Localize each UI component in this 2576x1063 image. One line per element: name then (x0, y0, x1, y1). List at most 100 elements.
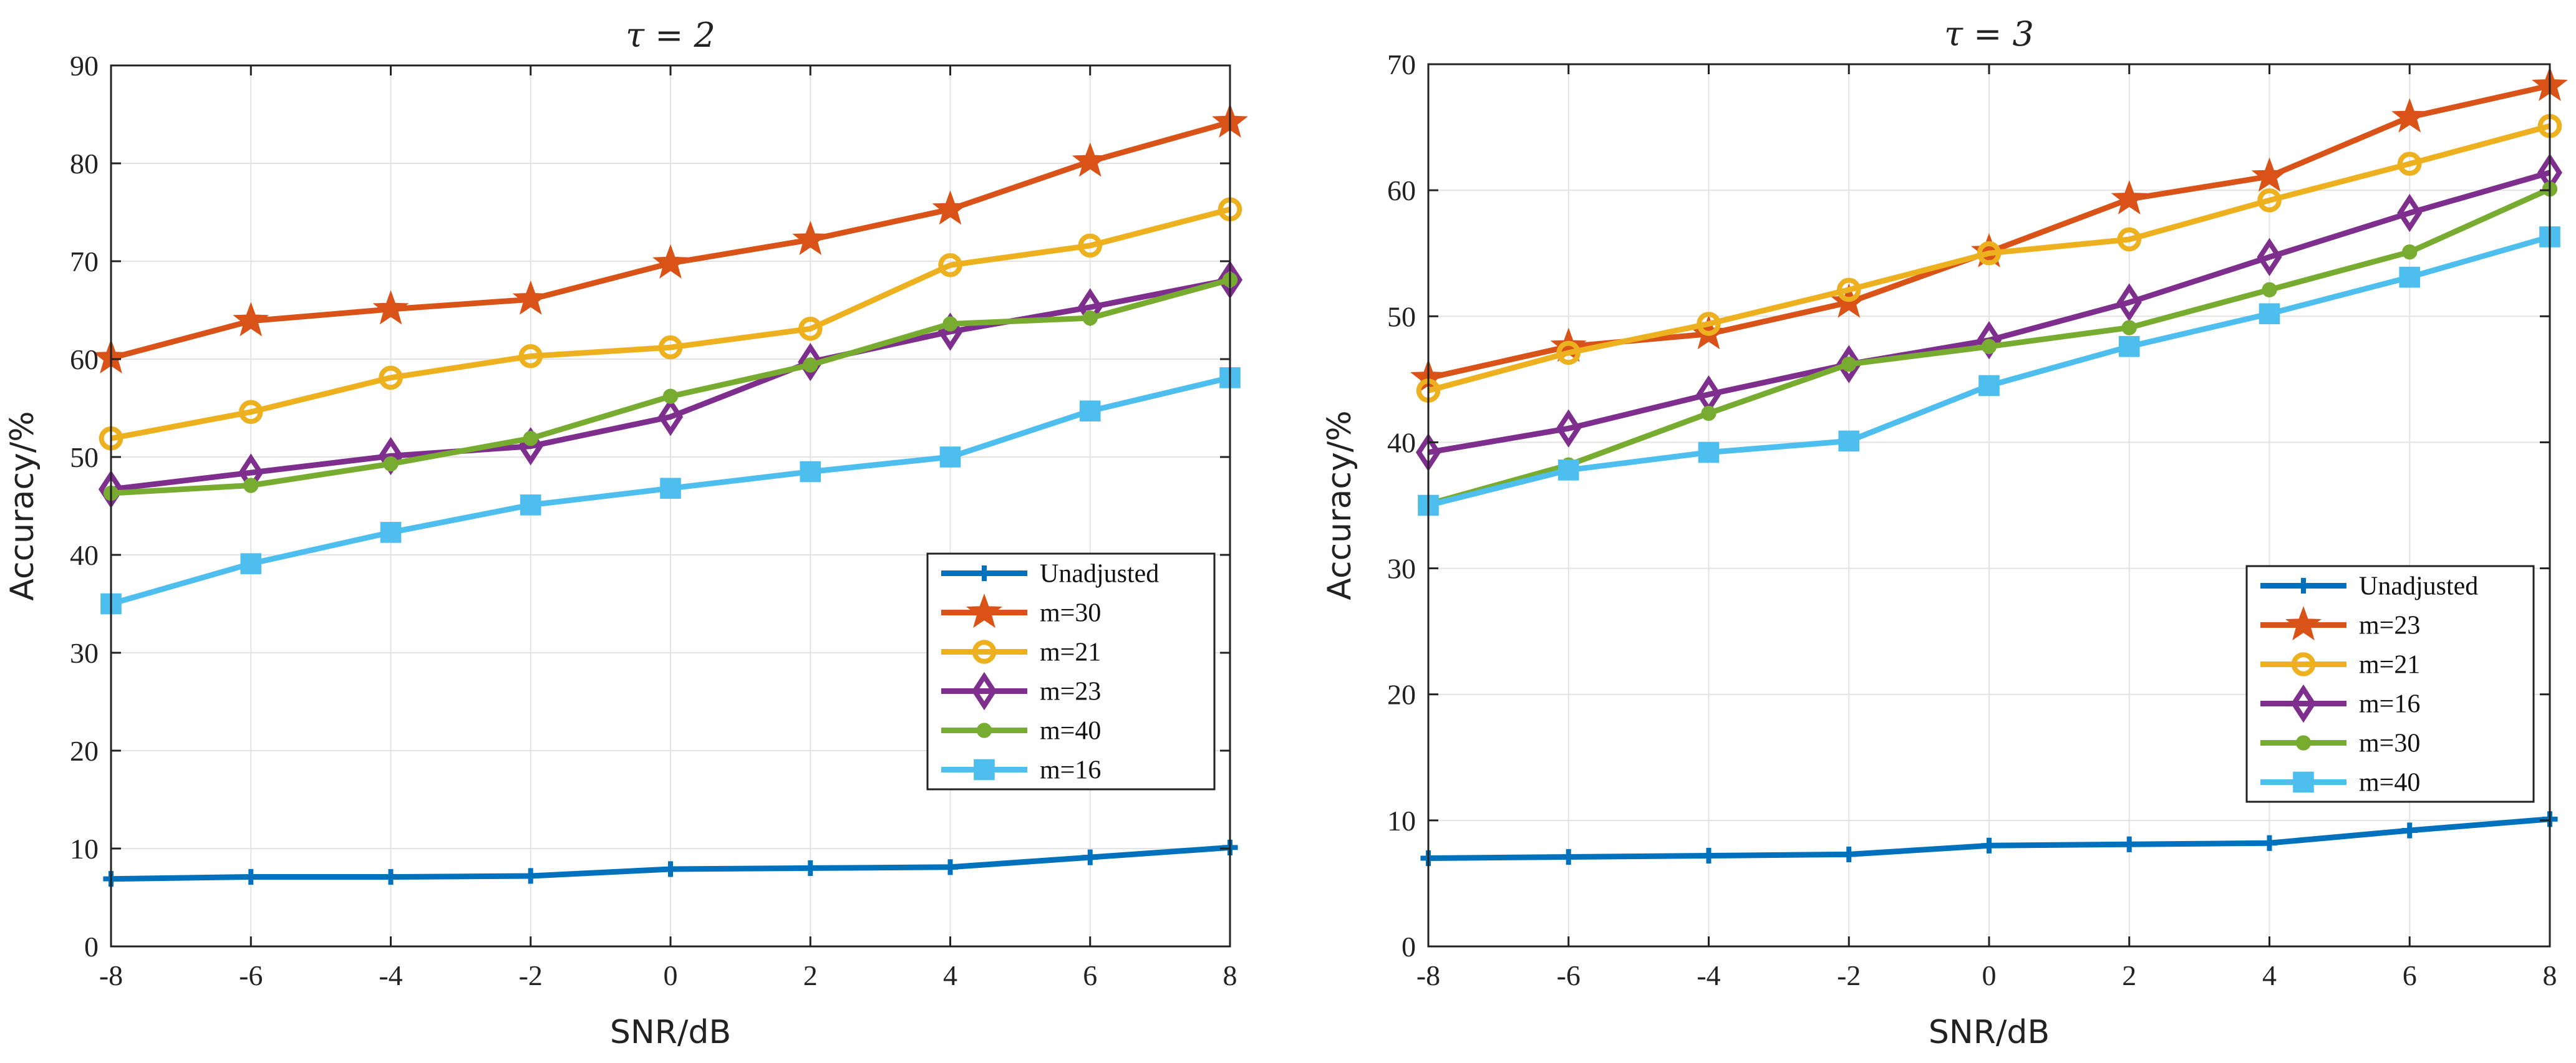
data-point (1557, 459, 1579, 481)
data-point (660, 478, 681, 499)
legend-entry: m=16 (941, 756, 1101, 785)
x-axis-label: SNR/dB (1929, 1014, 2050, 1051)
legend-entry: m=30 (2260, 729, 2420, 758)
data-point (520, 494, 541, 516)
data-point (1836, 277, 1861, 302)
y-tick-label: 40 (1387, 426, 1416, 458)
y-tick-label: 50 (70, 441, 99, 473)
data-point (2251, 157, 2288, 192)
legend-marker (2285, 605, 2322, 641)
series-line (1427, 123, 2551, 393)
x-tick-label: -6 (239, 960, 263, 991)
data-point (382, 868, 399, 885)
data-point (2111, 180, 2147, 214)
data-point (2121, 320, 2137, 335)
x-tick-label: 8 (2543, 960, 2557, 991)
data-point (1981, 339, 1997, 354)
legend: Unadjusted m=23 m=21 m=16 m=30 m=40 (2245, 565, 2535, 803)
data-point (1981, 837, 1997, 854)
chart-panel-2: -8 -6 -4 -2 0 2 4 6 8 0 10 20 30 40 50 60 70 τ = 3 SNR/dB A… (1321, 14, 2568, 1051)
data-point (803, 357, 818, 373)
data-point (942, 859, 959, 875)
data-point (518, 344, 543, 368)
legend-marker (976, 723, 992, 738)
x-tick-label: -2 (1837, 960, 1861, 991)
data-point (2391, 98, 2428, 133)
legend-label: Unadjusted (1040, 560, 1159, 589)
data-point (523, 868, 539, 884)
data-point (657, 397, 684, 436)
data-point (1079, 400, 1101, 422)
data-point (240, 553, 262, 574)
x-tick-label: 2 (2122, 960, 2136, 991)
data-point (2116, 283, 2142, 322)
y-axis-label: Accuracy/% (1321, 410, 1358, 600)
data-point (243, 868, 259, 885)
legend-entry: m=16 (2260, 684, 2420, 723)
data-point (2257, 238, 2282, 276)
legend-marker (974, 759, 995, 781)
x-tick-label: -6 (1557, 960, 1581, 991)
legend-entry: Unadjusted (941, 560, 1159, 589)
y-tick-label: 30 (1387, 553, 1416, 585)
legend-box (926, 552, 1216, 791)
y-tick-label: 70 (1387, 49, 1416, 80)
y-tick-label: 0 (84, 931, 99, 963)
data-point (1082, 310, 1098, 326)
data-point (2402, 244, 2418, 260)
data-point (1082, 849, 1098, 865)
data-point (383, 456, 399, 472)
legend-label: m=30 (2359, 729, 2420, 758)
y-tick-label: 20 (1387, 679, 1416, 711)
data-point (2397, 193, 2423, 233)
data-point (238, 400, 263, 425)
ticks: -8 -6 -4 -2 0 2 4 6 8 0 10 20 30 40 50 60 70 (1387, 49, 2557, 991)
x-tick-label: 4 (943, 960, 957, 991)
data-point (1700, 847, 1717, 864)
data-point (243, 478, 259, 493)
y-tick-label: 60 (70, 344, 99, 375)
legend-entry: m=40 (941, 717, 1101, 746)
data-point (2262, 282, 2277, 297)
data-point (379, 365, 403, 390)
data-point (1841, 846, 1857, 863)
data-point (942, 316, 958, 332)
data-point (658, 335, 683, 360)
data-point (938, 253, 962, 277)
series-line (110, 206, 1231, 441)
data-point (1561, 849, 1577, 865)
data-point (233, 302, 269, 337)
legend-entry: m=23 (941, 671, 1101, 711)
y-tick-label: 30 (70, 637, 99, 669)
data-point (512, 280, 549, 315)
x-tick-label: 0 (1982, 960, 1997, 991)
data-point (662, 388, 679, 404)
legend-label: m=16 (1040, 756, 1101, 785)
y-tick-label: 10 (1387, 805, 1416, 837)
data-point (2117, 227, 2142, 252)
y-tick-label: 80 (70, 148, 99, 180)
data-point (372, 290, 409, 325)
x-tick-label: -4 (1697, 960, 1720, 991)
data-point (2399, 266, 2421, 288)
legend-marker (2291, 652, 2316, 676)
data-point (798, 317, 823, 341)
y-tick-label: 90 (70, 50, 99, 82)
x-axis-label: SNR/dB (610, 1014, 731, 1051)
data-point (1556, 409, 1581, 448)
data-point (2401, 822, 2418, 839)
data-point (1838, 430, 1860, 452)
legend-label: m=23 (2359, 612, 2420, 640)
legend-entry: m=40 (2260, 769, 2420, 797)
legend-entry: Unadjusted (2260, 572, 2478, 601)
data-point (2121, 836, 2138, 852)
x-tick-label: 4 (2262, 960, 2277, 991)
data-point (798, 343, 823, 382)
chart-title: τ = 2 (626, 16, 715, 55)
x-tick-label: -8 (99, 960, 123, 991)
legend-marker (972, 640, 997, 664)
legend-entry: m=21 (941, 638, 1101, 667)
legend-marker (2295, 577, 2312, 594)
